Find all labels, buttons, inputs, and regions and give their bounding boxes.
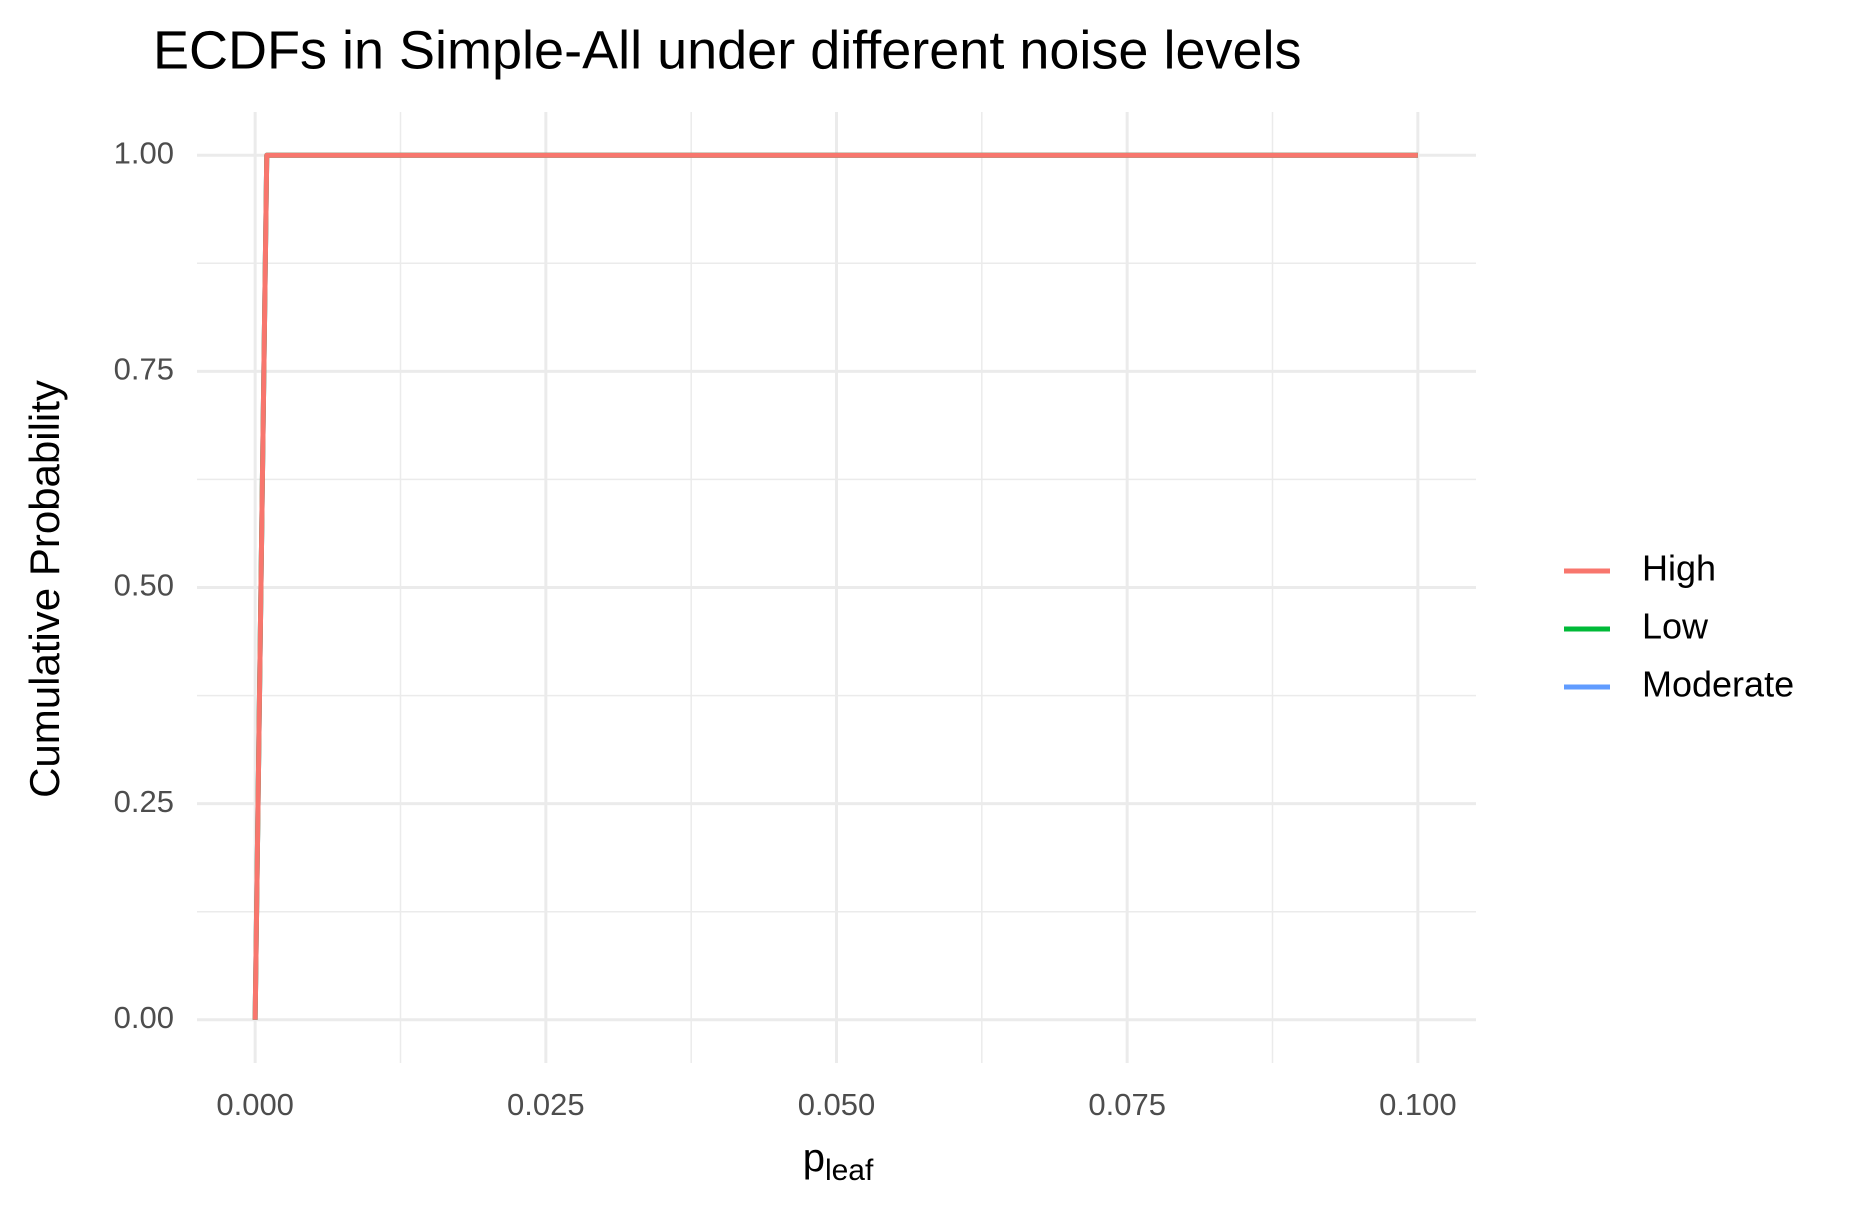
legend-label: Moderate	[1642, 664, 1794, 705]
y-axis-title: Cumulative Probability	[21, 380, 68, 798]
x-tick-label: 0.000	[216, 1087, 294, 1122]
y-tick-label: 1.00	[114, 135, 174, 170]
y-tick-label: 0.50	[114, 568, 174, 603]
x-tick-label: 0.025	[507, 1087, 585, 1122]
series-line	[252, 152, 1418, 1020]
x-axis-title: pleaf	[803, 1136, 874, 1187]
x-axis-title-base: p	[803, 1136, 825, 1180]
y-tick-label: 0.00	[114, 1000, 174, 1035]
x-tick-label: 0.100	[1379, 1087, 1457, 1122]
x-axis-title-subscript: leaf	[825, 1154, 874, 1187]
x-tick-label: 0.050	[798, 1087, 876, 1122]
legend-label: Low	[1642, 606, 1709, 647]
legend-label: High	[1642, 548, 1716, 589]
chart-title: ECDFs in Simple-All under different nois…	[153, 20, 1302, 80]
y-tick-label: 0.75	[114, 352, 174, 387]
x-tick-label: 0.075	[1088, 1087, 1166, 1122]
y-tick-label: 0.25	[114, 784, 174, 819]
